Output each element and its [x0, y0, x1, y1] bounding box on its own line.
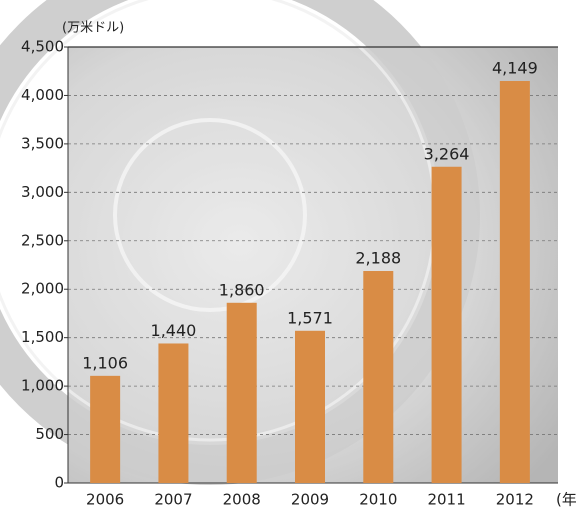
y-tick-label: 2,000 — [21, 280, 64, 298]
y-tick-label: 3,500 — [21, 134, 64, 152]
x-tick-label: 2011 — [427, 491, 465, 509]
y-tick-label: 1,000 — [21, 377, 64, 395]
bar — [500, 81, 530, 483]
x-tick-label: 2012 — [496, 491, 534, 509]
y-tick-label: 4,000 — [21, 86, 64, 104]
chart: (万米ドル) (年) 0 500 1,000 1,500 2,000 2,500 3,000… — [0, 0, 576, 513]
data-label: 1,860 — [219, 280, 265, 299]
y-tick-label: 0 — [54, 474, 64, 492]
y-tick-label: 2,500 — [21, 231, 64, 249]
bar — [432, 167, 462, 483]
bar — [363, 271, 393, 483]
data-label: 1,571 — [287, 308, 333, 327]
data-label: 2,188 — [355, 249, 401, 268]
y-axis-label: (万米ドル) — [62, 21, 124, 36]
bar — [158, 343, 188, 483]
bar — [295, 331, 325, 483]
bar — [227, 303, 257, 483]
x-tick-label: 2008 — [223, 491, 261, 509]
data-label: 4,149 — [492, 59, 538, 78]
bar — [90, 376, 120, 483]
x-tick-label: 2007 — [154, 491, 192, 509]
x-tick-label: 2009 — [291, 491, 329, 509]
x-tick-label: 2006 — [86, 491, 124, 509]
y-tick-label: 500 — [35, 425, 64, 443]
data-label: 1,106 — [82, 353, 128, 372]
x-tick-label: 2010 — [359, 491, 397, 509]
y-tick-label: 3,000 — [21, 183, 64, 201]
background-photo — [0, 0, 558, 483]
y-tick-label: 4,500 — [21, 38, 64, 56]
data-label: 1,440 — [151, 321, 197, 340]
x-axis-label: (年) — [556, 491, 576, 509]
data-label: 3,264 — [424, 144, 470, 163]
y-tick-label: 1,500 — [21, 328, 64, 346]
